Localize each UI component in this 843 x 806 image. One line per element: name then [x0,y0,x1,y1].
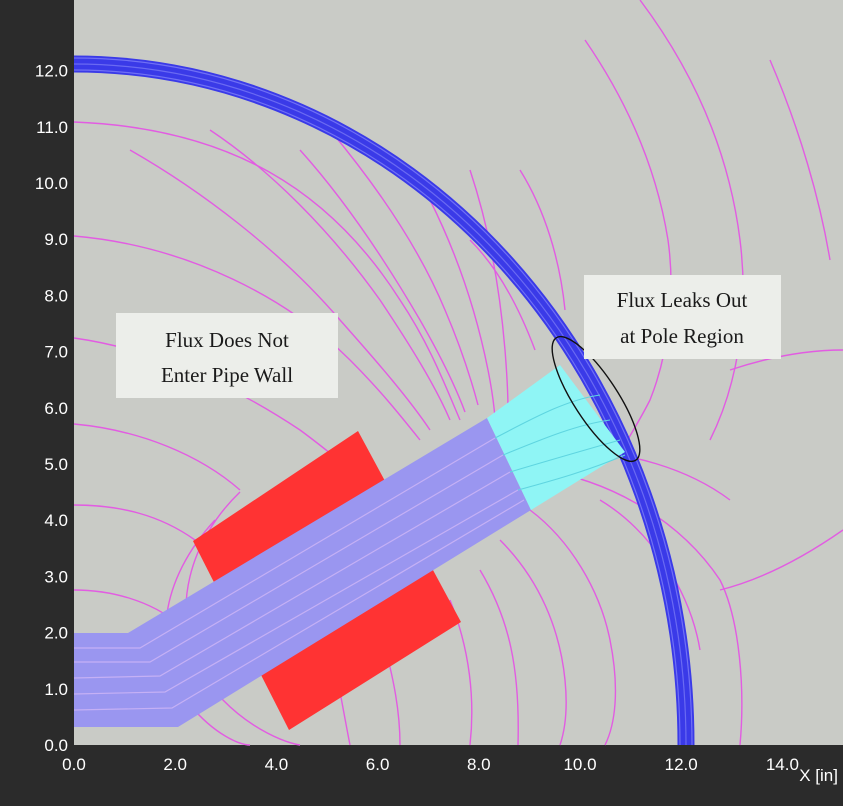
x-tick-label: 10.0 [563,755,596,774]
annotation-right: Flux Leaks Out at Pole Region [584,275,781,359]
y-tick-label: 6.0 [44,399,68,418]
pipe-wall [73,55,695,746]
flux-line [517,454,626,491]
x-tick-label: 6.0 [366,755,390,774]
x-tick-label: 0.0 [62,755,86,774]
y-tick-label: 1.0 [44,680,68,699]
flux-line [502,419,611,456]
pole-piece [487,365,625,510]
y-tick-label: 8.0 [44,286,68,305]
flux-line [73,489,519,695]
flux-line [429,199,496,419]
flux-line [74,454,504,663]
pole-flux-lines [494,394,626,491]
flux-line [519,169,566,311]
x-tick-label: 12.0 [665,755,698,774]
y-tick-label: 11.0 [36,118,68,137]
y-tick-label: 0.0 [44,736,68,755]
y-tick-label: 9.0 [44,230,68,249]
flux-line [499,539,567,746]
y-tick-label: 4.0 [44,511,68,530]
flux-line [639,0,744,441]
x-axis-label: X [in] [799,766,838,785]
x-tick-label: 14.0 [766,755,799,774]
y-axis-ticks: 0.0 1.0 2.0 3.0 4.0 5.0 6.0 7.0 8.0 9.0 10.0 11.0 12… [35,62,68,755]
annotation-left-line1: Flux Does Not [165,328,289,352]
yoke-flux-lines [73,437,525,711]
flux-line [329,129,479,406]
flux-line [73,121,461,421]
annotation-right-box [584,275,781,359]
flux-line [74,437,496,649]
y-tick-label: 5.0 [44,455,68,474]
flux-line [729,349,843,371]
annotation-left-box [116,313,338,398]
flux-line [73,504,196,541]
flux-line [719,529,843,591]
annotation-left: Flux Does Not Enter Pipe Wall [116,313,338,398]
x-tick-label: 2.0 [163,755,187,774]
flux-line [469,239,536,351]
y-tick-label: 7.0 [44,343,68,362]
x-tick-label: 4.0 [265,755,289,774]
annotation-right-line1: Flux Leaks Out [617,288,748,312]
flux-line [73,423,241,491]
flux-line [469,169,509,411]
x-tick-label: 8.0 [467,755,491,774]
flux-line [529,509,617,746]
y-tick-label: 3.0 [44,567,68,586]
flux-line [539,469,743,746]
y-tick-label: 10.0 [35,174,68,193]
annotation-left-line2: Enter Pipe Wall [161,363,293,387]
flux-line [494,394,601,439]
flux-line [479,569,519,746]
y-tick-label: 12.0 [35,62,68,81]
flux-line [769,59,831,261]
x-axis-ticks: 0.0 2.0 4.0 6.0 8.0 10.0 12.0 14.0 [62,755,799,774]
annotation-right-line2: at Pole Region [620,324,744,348]
pole-region-highlight [551,335,641,463]
flux-line [129,149,431,431]
flux-line [73,471,511,679]
flux-line [299,149,466,413]
flux-line [509,439,621,473]
flux-line [73,499,525,711]
y-tick-label: 2.0 [44,624,68,643]
flux-line [209,129,451,421]
